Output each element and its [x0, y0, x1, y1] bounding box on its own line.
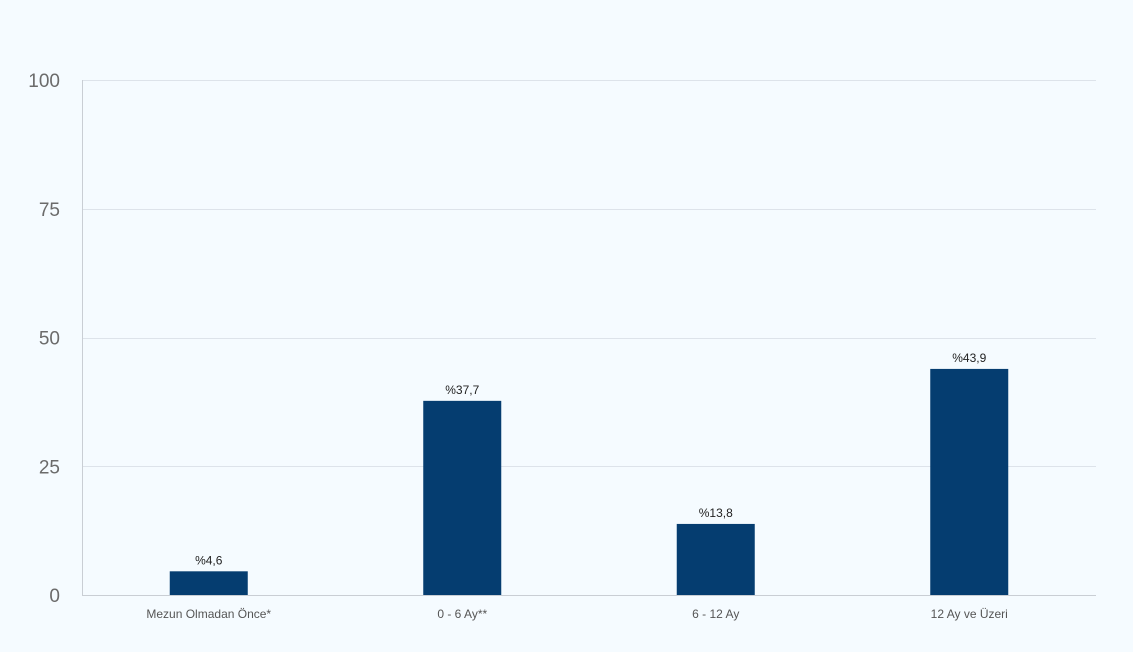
- bar[interactable]: [423, 400, 502, 595]
- data-label: %37,7: [445, 383, 479, 397]
- x-tick-label: Mezun Olmadan Önce*: [146, 607, 271, 621]
- x-tick-label: 12 Ay ve Üzeri: [931, 607, 1008, 621]
- y-tick-label: 100: [28, 71, 60, 92]
- bars: [169, 368, 1009, 595]
- y-axis-ticks: 0 25 50 75 100: [28, 71, 60, 607]
- bar[interactable]: [676, 523, 755, 595]
- data-label: %13,8: [699, 506, 733, 520]
- bar[interactable]: [169, 571, 248, 595]
- y-tick-label: 50: [39, 329, 60, 350]
- data-label: %43,9: [952, 351, 986, 365]
- gridlines: [82, 80, 1096, 596]
- y-tick-label: 75: [39, 200, 60, 221]
- x-tick-label: 6 - 12 Ay: [692, 607, 739, 621]
- x-tick-label: 0 - 6 Ay**: [437, 607, 487, 621]
- data-labels: %4,6 %37,7 %13,8 %43,9: [195, 351, 987, 567]
- y-tick-label: 0: [49, 586, 60, 607]
- x-axis-ticks: Mezun Olmadan Önce* 0 - 6 Ay** 6 - 12 Ay 12…: [146, 607, 1007, 621]
- data-label: %4,6: [195, 553, 223, 567]
- bar[interactable]: [930, 368, 1009, 595]
- y-tick-label: 25: [39, 457, 60, 478]
